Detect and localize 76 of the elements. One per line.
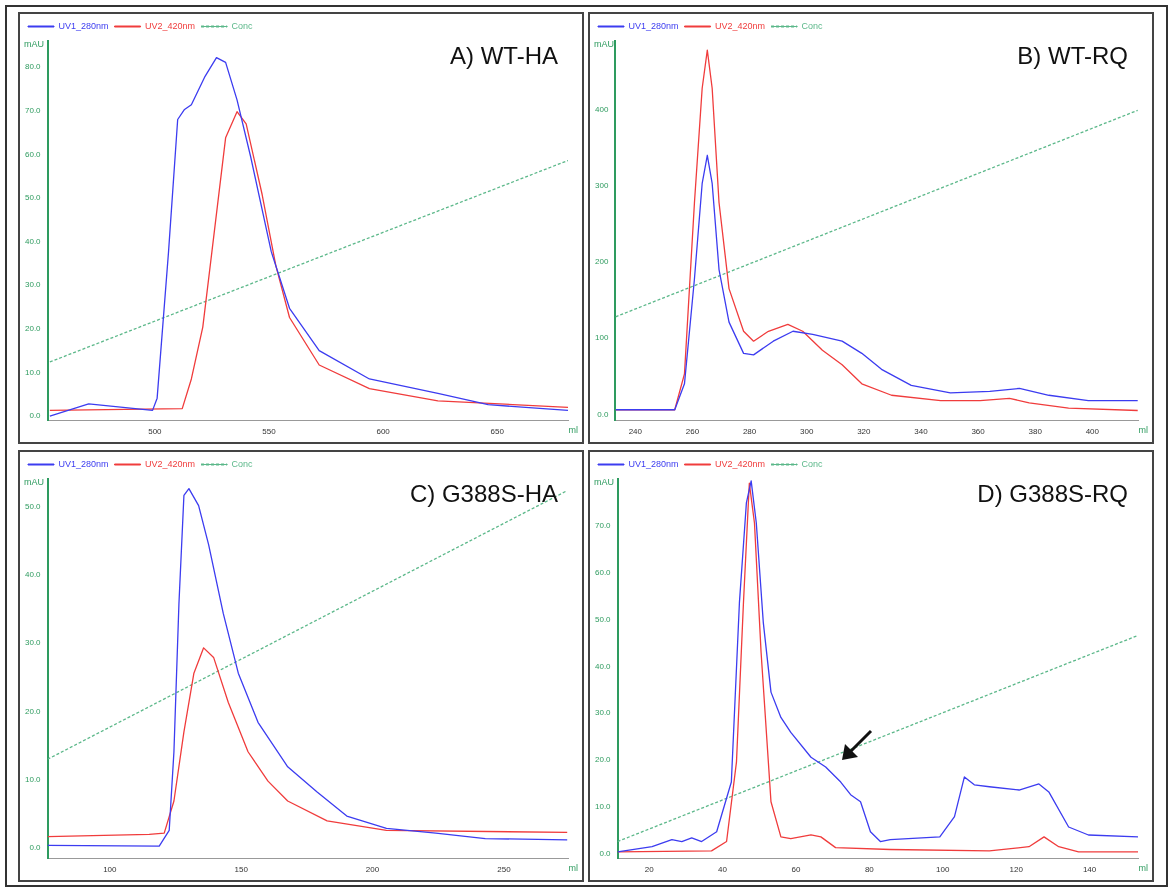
chart-title: C) G388S-HA [409,479,558,507]
legend-label: UV1_280nm [58,20,109,31]
legend-label: UV2_420nm [145,458,196,469]
y-tick-label: 20.0 [24,324,42,334]
x-tick-label: 320 [857,427,872,437]
legend-label: UV2_420nm [145,20,196,31]
x-tick-label: 80 [864,865,875,875]
x-axis-title: ml [1138,863,1148,874]
y-tick-label: 200 [594,257,609,267]
chart-title: A) WT-HA [450,41,558,69]
x-axis-title: ml [568,425,578,436]
x-tick-label: 260 [685,427,700,437]
x-tick-label: 140 [1082,865,1097,875]
x-tick-label: 40 [718,865,728,875]
x-tick-label: 380 [1028,427,1043,437]
x-tick-label: 120 [1009,865,1024,875]
x-tick-label: 240 [628,427,643,437]
y-tick-label: 0.0 [597,409,609,419]
x-axis-title: ml [1138,425,1148,436]
y-tick-label: 30.0 [24,638,42,648]
chart-title: D) G388S-RQ [977,479,1128,507]
x-tick-label: 550 [262,427,277,437]
y-tick-label: 300 [594,180,609,190]
chart-title: B) WT-RQ [1017,41,1128,69]
y-tick-label: 30.0 [594,708,612,718]
x-axis-title: ml [568,863,578,874]
y-axis-title: mAU [24,39,44,50]
y-tick-label: 60.0 [594,567,612,577]
x-tick-label: 280 [742,427,757,437]
legend-label: UV2_420nm [715,458,766,469]
y-tick-label: 0.0 [29,411,42,421]
legend-label: UV1_280nm [628,458,679,469]
x-tick-label: 600 [376,427,391,437]
legend-label: Conc [231,20,254,31]
legend-label: Conc [231,458,254,469]
y-axis-title: mAU [594,39,614,50]
y-tick-label: 70.0 [594,521,612,531]
x-tick-label: 60 [791,865,801,875]
y-tick-label: 40.0 [24,236,42,246]
x-tick-label: 100 [103,865,118,875]
x-tick-label: 300 [800,427,814,437]
y-tick-label: 20.0 [24,706,42,716]
x-tick-label: 150 [234,865,249,875]
y-tick-label: 80.0 [24,62,42,72]
y-axis-title: mAU [594,477,614,488]
y-tick-label: 10.0 [24,774,42,784]
y-tick-label: 100 [594,333,609,343]
legend-label: UV1_280nm [58,458,109,469]
y-axis-title: mAU [24,477,44,488]
y-tick-label: 30.0 [24,280,42,290]
y-tick-label: 50.0 [24,501,42,511]
legend-label: Conc [801,20,824,31]
x-tick-label: 250 [497,865,512,875]
y-tick-label: 400 [594,104,609,114]
x-tick-label: 100 [936,865,950,875]
y-tick-label: 10.0 [24,367,42,377]
y-tick-label: 0.0 [599,848,612,858]
y-tick-label: 60.0 [24,149,42,159]
x-tick-label: 400 [1085,427,1100,437]
y-tick-label: 40.0 [594,661,612,671]
y-tick-label: 0.0 [29,843,42,853]
x-tick-label: 340 [914,427,929,437]
x-tick-label: 650 [490,427,505,437]
y-tick-label: 50.0 [24,193,42,203]
x-tick-label: 200 [365,865,380,875]
y-tick-label: 40.0 [24,569,42,579]
legend-label: UV1_280nm [628,20,679,31]
y-tick-label: 70.0 [24,105,42,115]
x-tick-label: 500 [148,427,163,437]
legend-label: UV2_420nm [715,20,766,31]
x-tick-label: 20 [644,865,655,875]
y-tick-label: 20.0 [594,755,612,765]
legend-label: Conc [801,458,824,469]
y-tick-label: 10.0 [594,802,612,812]
x-tick-label: 360 [971,427,986,437]
y-tick-label: 50.0 [594,614,612,624]
